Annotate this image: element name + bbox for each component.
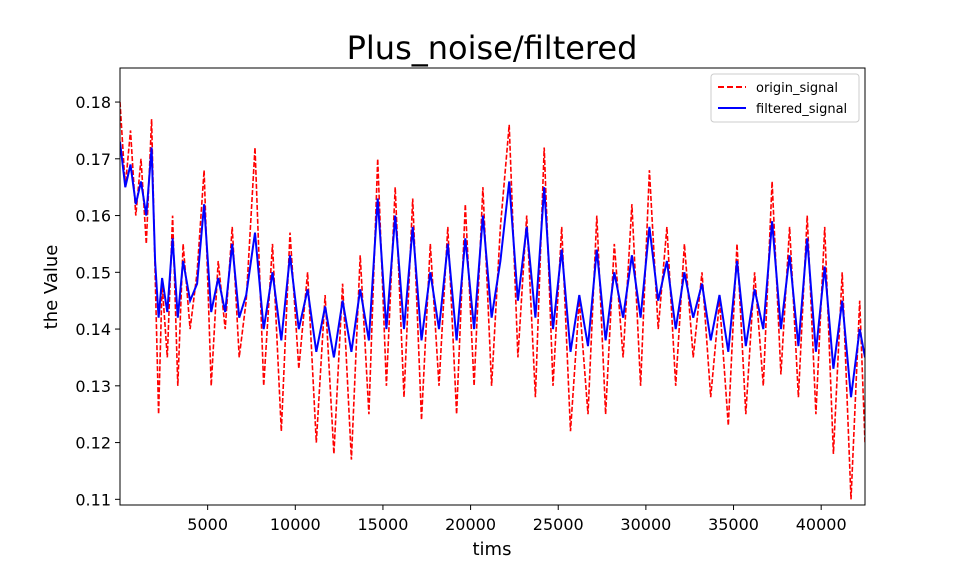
x-tick-label: 20000 [445,515,496,534]
x-axis-label: tims [473,539,512,560]
x-tick-label: 40000 [796,515,847,534]
x-tick-label: 5000 [187,515,228,534]
legend-box [710,73,860,123]
x-tick-label: 25000 [533,515,584,534]
y-tick-label: 0.17 [75,150,111,169]
y-tick-label: 0.12 [75,434,111,453]
legend-label-origin-signal: origin_signal [756,81,838,96]
y-tick-label: 0.13 [75,377,111,396]
legend-label-filtered-signal: filtered_signal [756,102,847,117]
series-line-filtered-signal [120,141,865,398]
plot-frame [119,67,866,506]
plot-area [120,102,865,500]
y-tick-label: 0.11 [75,490,111,509]
chart-title: Plus_noise/filtered [347,29,638,67]
y-axis-label: the Value [41,245,62,330]
x-tick-label: 10000 [270,515,321,534]
legend: origin_signal filtered_signal [710,73,860,123]
x-axis: 5000 10000 15000 20000 25000 30000 35000 40000 [187,505,847,534]
y-tick-label: 0.15 [75,263,111,282]
y-tick-label: 0.16 [75,207,111,226]
y-tick-label: 0.18 [75,93,111,112]
x-tick-label: 15000 [357,515,408,534]
x-tick-label: 30000 [620,515,671,534]
series-line-origin-signal [120,102,865,500]
y-tick-label: 0.14 [75,320,111,339]
y-axis: 0.11 0.12 0.13 0.14 0.15 0.16 0.17 0.18 [75,93,120,509]
x-tick-label: 35000 [708,515,759,534]
